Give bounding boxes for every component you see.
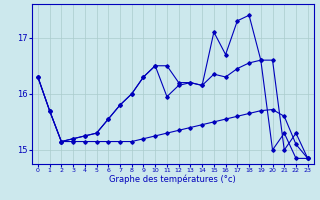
X-axis label: Graphe des températures (°c): Graphe des températures (°c) bbox=[109, 175, 236, 184]
